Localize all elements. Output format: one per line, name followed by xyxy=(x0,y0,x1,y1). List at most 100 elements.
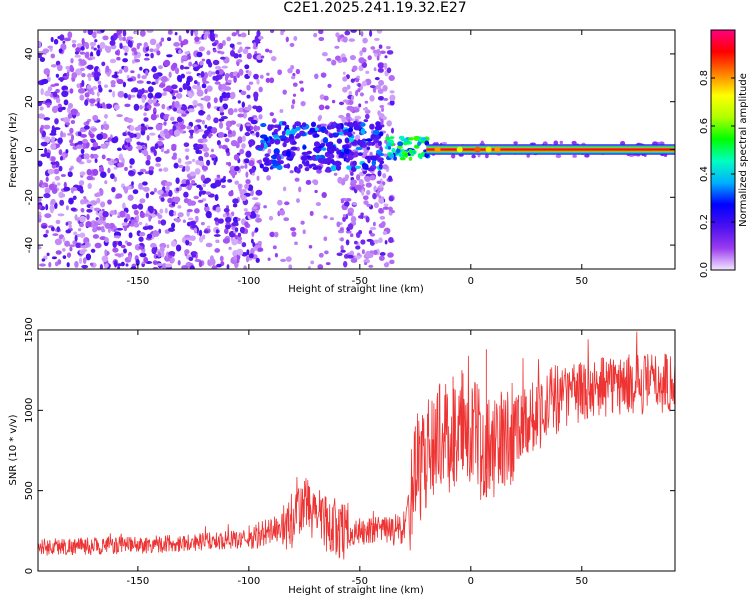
spectrogram-cell xyxy=(246,52,252,60)
spectrogram-cell xyxy=(288,133,295,139)
spectrogram-cell xyxy=(130,70,135,74)
spectrogram-cell xyxy=(253,125,258,132)
spectrogram-cell xyxy=(354,115,362,120)
spectrogram-cell xyxy=(116,263,123,267)
spectrogram-cell xyxy=(89,98,96,104)
spectrogram-cell xyxy=(55,219,61,225)
spectrogram-cell xyxy=(227,79,232,83)
spectrogram-cell xyxy=(325,166,331,173)
colorbar-label: Normalized spectral amplitude xyxy=(738,73,749,227)
spectrogram-cell xyxy=(74,54,81,58)
spectrogram-cell xyxy=(359,141,366,146)
spectrogram-cell xyxy=(151,66,157,73)
spectrogram-cell xyxy=(178,185,182,191)
spectrogram-cell xyxy=(122,58,128,63)
spectrogram-cell xyxy=(571,140,577,145)
spectrogram-cell xyxy=(159,83,166,87)
spectrogram-cell xyxy=(55,88,60,93)
spectrogram-cell xyxy=(324,129,329,135)
spectrogram-cell xyxy=(217,218,224,224)
spectrogram-cell xyxy=(338,101,345,106)
spectrogram-cell xyxy=(176,187,180,192)
spectrogram-cell xyxy=(365,216,370,223)
spectrogram-cell xyxy=(123,225,128,232)
spectrogram-cell xyxy=(224,86,232,91)
spectrogram-cell xyxy=(198,236,204,243)
spectrogram-cell xyxy=(295,167,301,174)
spectrogram-cell xyxy=(285,129,290,136)
spectrogram-cell xyxy=(255,189,263,196)
spectrogram-cell xyxy=(237,217,241,221)
spectrogram-cell xyxy=(270,56,277,62)
spectrogram-cell xyxy=(451,153,456,159)
spectrogram-cell xyxy=(52,91,58,98)
spectrogram-cell xyxy=(343,201,350,207)
spectrogram-cell xyxy=(51,226,55,232)
spectrogram-y-tick-label: 40 xyxy=(24,48,35,61)
spectrogram-cell xyxy=(207,259,211,266)
spectrogram-cell xyxy=(229,43,235,48)
spectrogram-cell xyxy=(241,101,246,108)
spectrogram-cell xyxy=(349,55,356,61)
spectrogram-cell xyxy=(227,108,234,116)
spectrogram-cell xyxy=(494,146,501,153)
spectrogram-cell xyxy=(310,260,315,265)
spectrogram-cell xyxy=(360,212,364,216)
spectrogram-cell xyxy=(124,45,129,53)
spectrogram-cell xyxy=(233,255,238,261)
spectrogram-cell xyxy=(237,232,242,238)
spectrogram-cell xyxy=(153,107,157,113)
spectrogram-cell xyxy=(185,155,189,161)
spectrogram-cell xyxy=(336,252,343,257)
spectrogram-cell xyxy=(165,181,173,187)
spectrogram-cell xyxy=(322,158,329,165)
spectrogram-cell xyxy=(143,89,149,94)
spectrogram-cell xyxy=(343,147,350,155)
spectrogram-cell xyxy=(126,242,132,247)
spectrogram-cell xyxy=(273,148,280,155)
spectrogram-cell xyxy=(79,199,85,205)
spectrogram-cell xyxy=(323,236,328,242)
spectrogram-cell xyxy=(38,197,42,202)
spectrogram-cell xyxy=(215,239,220,244)
spectrogram-cell xyxy=(374,134,381,140)
spectrogram-cell xyxy=(59,155,64,161)
spectrogram-cell xyxy=(240,165,245,169)
spectrogram-cell xyxy=(56,64,63,72)
spectrogram-cell xyxy=(348,90,352,96)
spectrogram-cell xyxy=(291,75,296,80)
spectrogram-cell xyxy=(79,188,84,194)
spectrogram-cell xyxy=(327,83,332,88)
spectrogram-cell xyxy=(136,42,140,50)
spectrogram-cell xyxy=(385,136,391,141)
spectrogram-cell xyxy=(243,265,247,269)
spectrogram-cell xyxy=(80,245,88,249)
spectrogram-cell xyxy=(220,178,227,183)
spectrogram-cell xyxy=(86,84,92,90)
spectrogram-cell xyxy=(179,64,185,70)
spectrogram-cell xyxy=(322,137,329,144)
spectrogram-cell xyxy=(116,114,123,118)
spectrogram-cell xyxy=(92,31,97,39)
spectrogram-cell xyxy=(218,83,223,91)
spectrogram-cell xyxy=(357,152,363,156)
spectrogram-cell xyxy=(167,30,173,35)
spectrogram-cell xyxy=(221,144,228,150)
spectrogram-cell xyxy=(69,142,76,147)
spectrogram-cell xyxy=(101,154,106,160)
spectrogram-cell xyxy=(137,171,144,175)
spectrogram-cell xyxy=(377,95,385,101)
spectrogram-cell xyxy=(100,171,107,178)
spectrogram-cell xyxy=(180,73,186,79)
spectrogram-cell xyxy=(109,210,116,216)
spectrogram-cell xyxy=(291,231,297,237)
spectrogram-cell xyxy=(163,167,169,173)
spectrogram-cell xyxy=(79,232,86,238)
spectrogram-cell xyxy=(342,71,346,75)
spectrogram-cell xyxy=(116,56,121,61)
spectrogram-cell xyxy=(171,84,178,90)
spectrogram-cell xyxy=(215,206,221,213)
spectrogram-cell xyxy=(277,69,282,76)
spectrogram-x-tick-label: -100 xyxy=(238,276,261,287)
spectrogram-cell xyxy=(333,172,338,176)
